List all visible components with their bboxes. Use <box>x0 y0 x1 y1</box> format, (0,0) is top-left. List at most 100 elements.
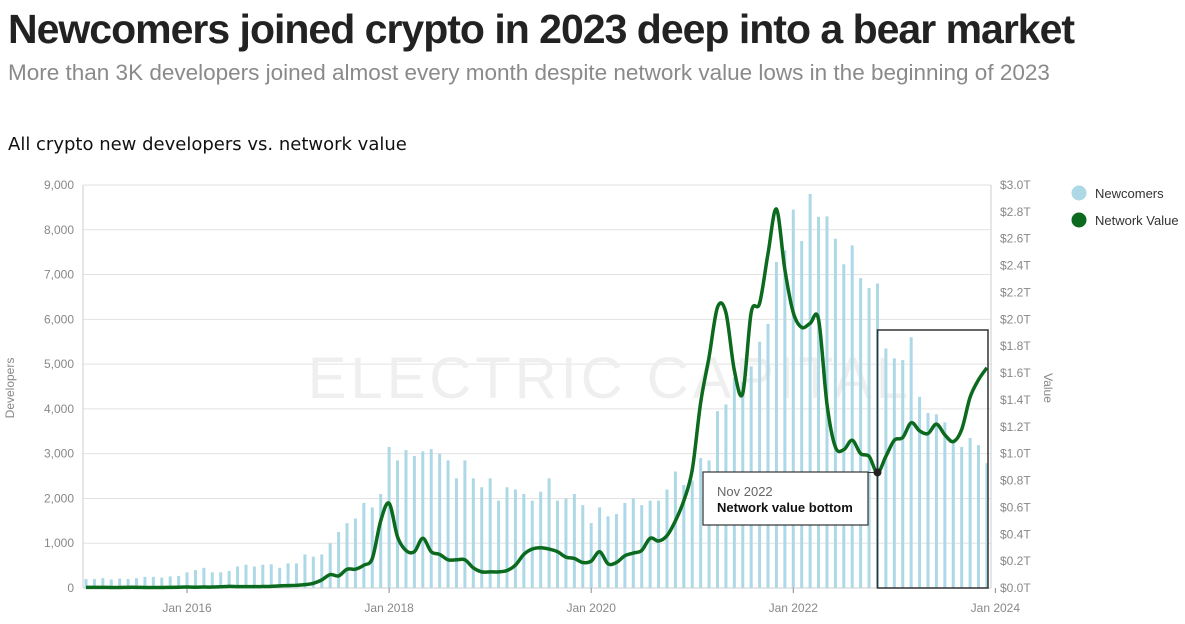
bar-newcomers <box>556 500 560 588</box>
bar-newcomers <box>673 471 677 588</box>
bar-newcomers <box>396 460 400 588</box>
bar-newcomers <box>547 478 551 588</box>
y2-tick-label: $0.2T <box>1000 554 1031 568</box>
bar-newcomers <box>177 575 181 588</box>
bar-newcomers <box>833 238 837 588</box>
bar-newcomers <box>631 498 635 588</box>
y2-tick-label: $0.6T <box>1000 500 1031 514</box>
bar-newcomers <box>766 323 770 588</box>
bar-newcomers <box>699 458 703 588</box>
y-axis-label: Developers <box>3 358 17 419</box>
bar-newcomers <box>817 216 821 588</box>
legend-swatch-network-value <box>1071 212 1087 228</box>
bar-newcomers <box>337 532 341 588</box>
bar-newcomers <box>345 523 349 588</box>
bar-newcomers <box>522 493 526 588</box>
y2-tick-label: $2.8T <box>1000 205 1031 219</box>
annotation-date: Nov 2022 <box>717 484 773 499</box>
bar-newcomers <box>109 579 113 588</box>
bar-newcomers <box>303 554 307 588</box>
bar-newcomers <box>892 358 896 588</box>
bar-newcomers <box>960 446 964 588</box>
y-tick-label: 1,000 <box>44 536 74 550</box>
annotation-callout: Nov 2022 Network value bottom <box>702 468 882 526</box>
annotation-point <box>873 468 882 477</box>
y2-tick-label: $2.2T <box>1000 285 1031 299</box>
bar-newcomers <box>471 478 475 588</box>
bar-newcomers <box>463 460 467 588</box>
watermark: ELECTRIC CAPITAL <box>308 346 912 411</box>
bar-newcomers <box>202 567 206 588</box>
bar-newcomers <box>985 463 989 588</box>
bar-newcomers <box>320 554 324 588</box>
y2-tick-label: $2.6T <box>1000 232 1031 246</box>
bar-newcomers <box>454 478 458 588</box>
y-tick-label: 4,000 <box>44 402 74 416</box>
bar-newcomers <box>362 502 366 588</box>
y-tick-label: 3,000 <box>44 447 74 461</box>
axis-ticks: 0 1,000 2,000 3,000 4,000 5,000 6,000 7,000 8,00… <box>44 178 1031 615</box>
bar-newcomers <box>690 480 694 588</box>
bar-newcomers <box>783 250 787 588</box>
y2-tick-label: $1.0T <box>1000 447 1031 461</box>
bar-newcomers <box>135 578 139 588</box>
y2-tick-label: $1.8T <box>1000 339 1031 353</box>
bar-newcomers <box>353 518 357 588</box>
bar-newcomers <box>657 500 661 588</box>
bar-newcomers <box>977 445 981 588</box>
annotation-label: Network value bottom <box>717 500 853 515</box>
bar-newcomers <box>438 453 442 588</box>
bar-newcomers <box>412 455 416 588</box>
bar-newcomers <box>842 264 846 588</box>
y-tick-label: 7,000 <box>44 268 74 282</box>
bar-newcomers <box>901 360 905 588</box>
bar-newcomers <box>774 262 778 588</box>
bar-newcomers <box>581 505 585 588</box>
bar-newcomers <box>539 491 543 588</box>
legend: Newcomers Network Value <box>1071 185 1179 228</box>
y-tick-label: 2,000 <box>44 491 74 505</box>
bar-newcomers <box>295 563 298 588</box>
chart-title: All crypto new developers vs. network va… <box>8 134 407 155</box>
bar-newcomers <box>370 507 374 588</box>
bar-newcomers <box>160 577 164 588</box>
gridlines <box>82 184 992 589</box>
bar-newcomers <box>328 543 332 588</box>
legend-swatch-newcomers <box>1071 185 1087 201</box>
x-tick-label: Jan 2022 <box>769 601 819 615</box>
y2-axis-label: Value <box>1041 373 1055 403</box>
bar-newcomers <box>261 564 265 588</box>
bar-newcomers <box>909 337 913 588</box>
bar-newcomers <box>850 245 854 588</box>
bar-newcomers <box>252 566 256 588</box>
bar-newcomers <box>918 396 922 588</box>
bar-newcomers <box>193 570 197 588</box>
bar-newcomers <box>101 578 105 588</box>
bar-newcomers <box>564 498 568 588</box>
bar-newcomers <box>665 489 669 588</box>
bar-newcomers <box>614 514 618 588</box>
bar-newcomers <box>286 563 290 588</box>
bar-newcomers <box>311 556 315 588</box>
x-tick-label: Jan 2018 <box>364 601 414 615</box>
bar-newcomers <box>387 446 391 588</box>
bar-newcomers <box>488 478 492 588</box>
bar-newcomers <box>269 564 273 588</box>
bar-newcomers <box>126 579 130 588</box>
y2-tick-label: $3.0T <box>1000 178 1031 192</box>
bar-newcomers <box>446 460 450 588</box>
bar-newcomers <box>429 449 433 588</box>
bar-newcomers <box>143 576 147 588</box>
bar-newcomers <box>151 576 155 588</box>
bar-newcomers <box>800 240 804 588</box>
bar-newcomers <box>859 278 863 588</box>
x-tick-label: Jan 2016 <box>162 601 212 615</box>
y-tick-label: 0 <box>67 581 74 595</box>
bar-newcomers <box>968 437 972 588</box>
bar-newcomers <box>884 348 888 588</box>
bar-newcomers <box>497 500 501 588</box>
bar-newcomers <box>682 485 686 588</box>
y2-tick-label: $2.0T <box>1000 312 1031 326</box>
bar-newcomers <box>84 579 88 588</box>
bar-newcomers <box>505 487 509 588</box>
